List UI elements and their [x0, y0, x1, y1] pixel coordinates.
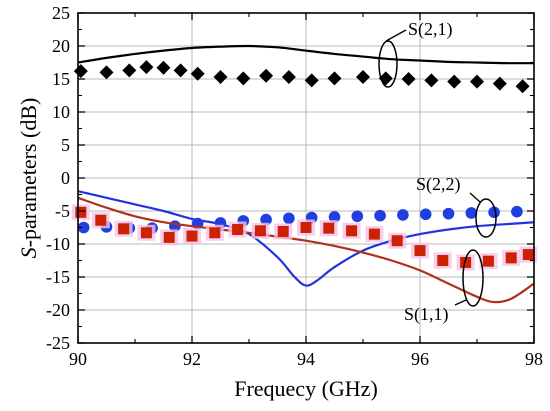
square-marker [209, 227, 221, 239]
square-marker [75, 206, 87, 218]
x-tick-label: 92 [183, 349, 201, 369]
x-tick-label: 98 [525, 349, 543, 369]
square-marker [254, 225, 266, 237]
circle-marker [374, 209, 386, 222]
diamond-marker [213, 70, 228, 85]
circle-marker [397, 209, 409, 221]
y-tick-label: -25 [46, 333, 70, 353]
diamond-marker [304, 73, 319, 88]
circle-marker [465, 207, 478, 219]
s21-leader-line [385, 29, 407, 42]
series-line-0 [77, 44, 535, 65]
y-tick-label: 0 [61, 168, 70, 188]
diamond-marker [470, 74, 484, 89]
diamond-marker [492, 76, 507, 91]
s22-ellipse [475, 198, 497, 238]
annotation-ellipses [378, 29, 497, 307]
circle-marker [260, 213, 272, 226]
annotation-s22: S(2,2) [416, 174, 461, 195]
square-marker [505, 252, 517, 264]
diamond-marker [401, 72, 416, 86]
square-marker [522, 249, 534, 261]
s22-leader-line [469, 192, 481, 203]
s11-ellipse [462, 249, 484, 307]
diamond-marker [515, 79, 530, 94]
diamond-marker [424, 73, 439, 88]
tick-labels: 90 92 94 96 98 25 20 15 10 5 0 -5 -10 -15 -20 -25 [46, 3, 543, 369]
diamond-marker [99, 65, 114, 80]
diamond-marker [190, 66, 205, 81]
diamond-marker [73, 64, 88, 79]
diamond-marker [447, 74, 462, 89]
y-tick-label: 25 [52, 3, 70, 23]
x-tick-label: 90 [69, 349, 87, 369]
x-tick-label: 94 [297, 349, 315, 369]
x-tick-label: 96 [411, 349, 429, 369]
annotation-s21: S(2,1) [408, 19, 453, 40]
square-marker [437, 255, 449, 266]
diamond-marker [259, 68, 274, 83]
square-marker [414, 245, 426, 257]
square-marker [232, 223, 244, 235]
y-axis-title-text: -parameters (dB) [16, 98, 41, 248]
y-tick-label: 10 [52, 102, 70, 122]
square-marker [186, 230, 198, 242]
diamond-marker [281, 70, 296, 85]
square-marker [140, 227, 152, 239]
diamond-marker [139, 60, 154, 75]
square-marker [95, 214, 107, 226]
square-marker [482, 255, 494, 267]
y-tick-label: 15 [52, 69, 70, 89]
square-marker [163, 231, 175, 243]
annotation-s11: S(1,1) [404, 304, 449, 325]
y-axis-title: S-parameters (dB) [16, 98, 41, 259]
series-line-4 [77, 196, 535, 304]
y-axis-title-symbol: S [16, 247, 41, 258]
y-tick-label: 20 [52, 36, 70, 56]
square-marker [346, 225, 358, 237]
circle-marker [488, 206, 500, 219]
y-tick-label: -10 [46, 234, 70, 254]
square-marker [118, 223, 130, 235]
y-tick-label: -15 [46, 267, 70, 287]
circle-marker [419, 208, 432, 221]
s21-ellipse [378, 40, 398, 88]
data-series [71, 44, 538, 304]
circle-marker [511, 205, 523, 218]
square-marker [323, 222, 335, 234]
circle-marker [442, 207, 455, 220]
circle-marker [77, 221, 90, 234]
square-marker [368, 228, 380, 240]
series-line-2 [77, 190, 535, 287]
circle-marker [328, 211, 341, 223]
y-tick-label: -5 [55, 201, 70, 221]
square-marker [460, 256, 472, 268]
diamond-marker [236, 71, 251, 86]
diamond-marker [156, 60, 171, 75]
square-marker [277, 225, 289, 237]
circle-marker [283, 212, 295, 225]
diamond-marker [122, 63, 137, 78]
y-tick-label: 5 [61, 135, 70, 155]
s11-leader-line [454, 299, 467, 306]
y-tick-label: -20 [46, 300, 70, 320]
diamond-marker [327, 71, 342, 86]
tick-marks [77, 12, 535, 344]
x-axis-title: Frequecy (GHz) [234, 376, 378, 401]
circle-marker [351, 210, 364, 223]
square-marker [391, 235, 403, 247]
square-marker [300, 222, 312, 233]
diamond-marker [173, 63, 188, 78]
diamond-marker [356, 70, 370, 85]
